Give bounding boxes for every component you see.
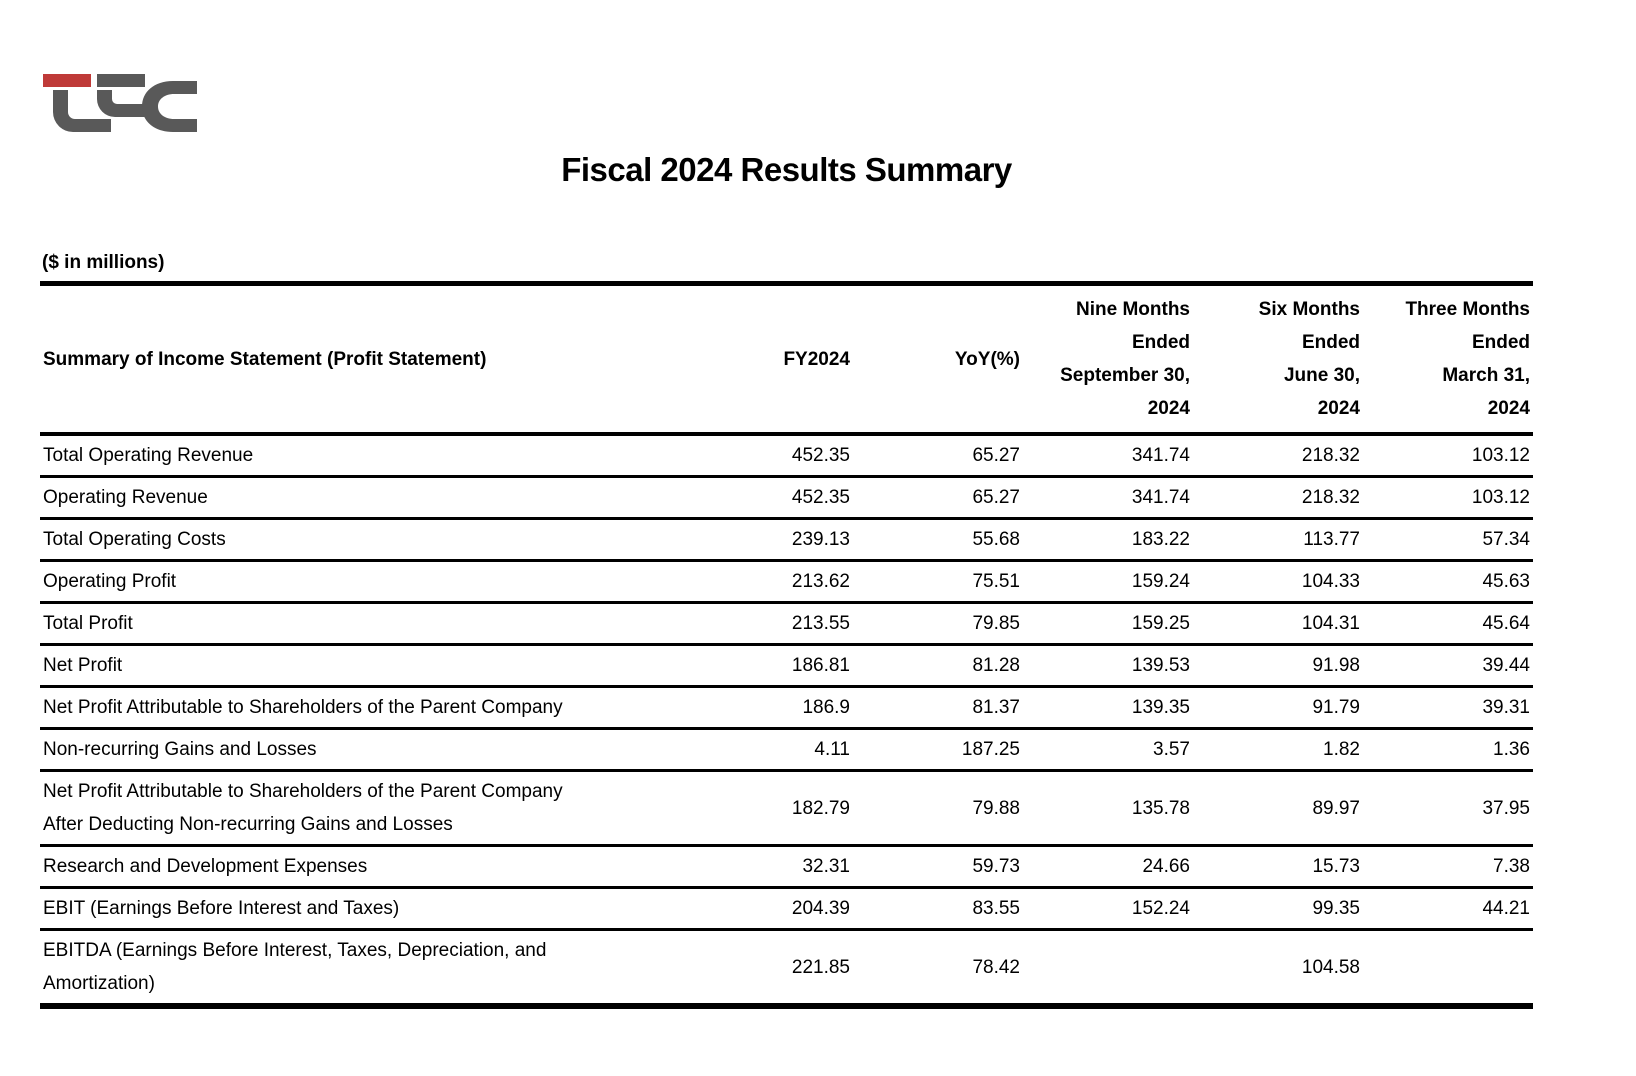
row-label: EBITDA (Earnings Before Interest, Taxes,…	[43, 940, 547, 994]
units-note: ($ in millions)	[42, 252, 165, 273]
row-value-three-months: 37.95	[1363, 770, 1533, 847]
row-value-nine-months: 139.53	[1023, 644, 1193, 688]
row-label: Operating Profit	[40, 560, 683, 604]
row-value-nine-months: 159.25	[1023, 602, 1193, 646]
row-value-three-months: 103.12	[1363, 476, 1533, 520]
row-label: EBIT (Earnings Before Interest and Taxes…	[40, 887, 683, 931]
row-value-six-months: 113.77	[1193, 518, 1363, 562]
table-row: Research and Development Expenses 32.31 …	[40, 845, 1533, 889]
row-value-three-months: 44.21	[1363, 887, 1533, 931]
row-value-nine-months: 24.66	[1023, 845, 1193, 889]
row-value-yoy: 79.85	[853, 602, 1023, 646]
row-value-three-months	[1363, 930, 1533, 1007]
table-row: Net Profit 186.81 81.28 139.53 91.98 39.…	[40, 644, 1533, 688]
row-value-six-months: 91.79	[1193, 686, 1363, 730]
table-row: Operating Revenue 452.35 65.27 341.74 21…	[40, 476, 1533, 520]
row-value-three-months: 39.44	[1363, 644, 1533, 688]
table-row: Non-recurring Gains and Losses 4.11 187.…	[40, 728, 1533, 772]
row-value-six-months: 99.35	[1193, 887, 1363, 931]
row-label: Total Operating Costs	[40, 518, 683, 562]
company-logo-icon	[43, 74, 197, 132]
row-value-nine-months: 183.22	[1023, 518, 1193, 562]
row-value-nine-months: 139.35	[1023, 686, 1193, 730]
row-label: Total Operating Revenue	[40, 434, 683, 478]
row-value-fy2024: 452.35	[683, 434, 853, 478]
row-value-fy2024: 182.79	[683, 770, 853, 847]
row-value-yoy: 81.37	[853, 686, 1023, 730]
page-title: Fiscal 2024 Results Summary	[561, 151, 1012, 188]
row-value-three-months: 1.36	[1363, 728, 1533, 772]
row-value-yoy: 59.73	[853, 845, 1023, 889]
row-label: Non-recurring Gains and Losses	[40, 728, 683, 772]
row-value-fy2024: 204.39	[683, 887, 853, 931]
row-value-fy2024: 239.13	[683, 518, 853, 562]
row-value-three-months: 57.34	[1363, 518, 1533, 562]
row-value-three-months: 45.63	[1363, 560, 1533, 604]
row-value-nine-months: 341.74	[1023, 476, 1193, 520]
row-value-six-months: 104.58	[1301, 956, 1360, 978]
row-label: Operating Revenue	[40, 476, 683, 520]
row-value-nine-months	[1023, 930, 1193, 1007]
table-row: Operating Profit 213.62 75.51 159.24 104…	[40, 560, 1533, 604]
column-header-six-months: Six Months Ended June 30, 2024	[1193, 283, 1363, 436]
row-value-nine-months: 159.24	[1023, 560, 1193, 604]
column-header-yoy: YoY(%)	[853, 283, 1023, 436]
row-value-nine-months: 3.57	[1023, 728, 1193, 772]
page-content: Fiscal 2024 Results Summary ($ in millio…	[40, 0, 1533, 1009]
row-value-six-months: 15.73	[1193, 845, 1363, 889]
row-value-yoy: 65.27	[853, 434, 1023, 478]
row-value-yoy: 75.51	[853, 560, 1023, 604]
row-value-yoy: 65.27	[853, 476, 1023, 520]
row-label: Total Profit	[40, 602, 683, 646]
row-value-yoy: 78.42	[972, 956, 1020, 978]
row-value-three-months: 7.38	[1363, 845, 1533, 889]
column-header-fy2024: FY2024	[683, 283, 853, 436]
row-label: Net Profit Attributable to Shareholders …	[40, 686, 683, 730]
table-header-row: Summary of Income Statement (Profit Stat…	[40, 283, 1533, 436]
table-row: Net Profit Attributable to Shareholders …	[40, 770, 1533, 847]
row-value-three-months: 45.64	[1363, 602, 1533, 646]
row-value-fy2024: 186.81	[683, 644, 853, 688]
row-value-three-months: 103.12	[1363, 434, 1533, 478]
row-value-six-months: 1.82	[1193, 728, 1363, 772]
table-row: Total Operating Revenue 452.35 65.27 341…	[40, 434, 1533, 478]
row-value-six-months: 218.32	[1193, 476, 1363, 520]
row-value-fy2024: 32.31	[683, 845, 853, 889]
row-value-fy2024: 213.55	[683, 602, 853, 646]
row-value-yoy: 79.88	[853, 770, 1023, 847]
column-header-three-months: Three Months Ended March 31, 2024	[1363, 283, 1533, 436]
results-table: Summary of Income Statement (Profit Stat…	[40, 281, 1533, 1009]
row-value-yoy: 83.55	[853, 887, 1023, 931]
row-label: Net Profit Attributable to Shareholders …	[40, 770, 683, 847]
row-value-six-months: 89.97	[1193, 770, 1363, 847]
table-row: Total Operating Costs 239.13 55.68 183.2…	[40, 518, 1533, 562]
row-value-nine-months: 152.24	[1023, 887, 1193, 931]
row-value-nine-months: 341.74	[1023, 434, 1193, 478]
row-value-fy2024: 186.9	[683, 686, 853, 730]
row-value-fy2024: 4.11	[683, 728, 853, 772]
table-row: EBITDA (Earnings Before Interest, Taxes,…	[40, 930, 1533, 1007]
row-value-six-months: 104.31	[1193, 602, 1363, 646]
table-row: Net Profit Attributable to Shareholders …	[40, 686, 1533, 730]
column-header-nine-months: Nine Months Ended September 30, 2024	[1023, 283, 1193, 436]
row-value-yoy: 187.25	[853, 728, 1023, 772]
row-value-six-months: 91.98	[1193, 644, 1363, 688]
row-value-six-months: 218.32	[1193, 434, 1363, 478]
column-header-summary: Summary of Income Statement (Profit Stat…	[40, 283, 683, 436]
row-label: Research and Development Expenses	[40, 845, 683, 889]
table-row: Total Profit 213.55 79.85 159.25 104.31 …	[40, 602, 1533, 646]
row-value-fy2024: 452.35	[683, 476, 853, 520]
row-value-yoy: 55.68	[853, 518, 1023, 562]
row-value-nine-months: 135.78	[1023, 770, 1193, 847]
row-value-three-months: 39.31	[1363, 686, 1533, 730]
row-value-fy2024: 213.62	[683, 560, 853, 604]
logo-red-bar	[43, 74, 91, 87]
row-label: Net Profit	[40, 644, 683, 688]
table-row: EBIT (Earnings Before Interest and Taxes…	[40, 887, 1533, 931]
row-value-fy2024: 221.85	[791, 956, 850, 978]
row-value-six-months: 104.33	[1193, 560, 1363, 604]
row-value-yoy: 81.28	[853, 644, 1023, 688]
